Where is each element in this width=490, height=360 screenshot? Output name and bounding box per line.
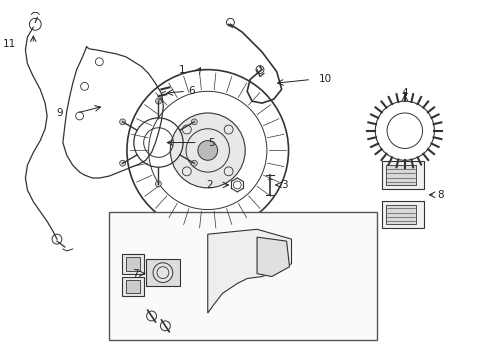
Circle shape (120, 119, 125, 125)
Bar (386, 165, 416, 185)
Circle shape (155, 181, 161, 187)
Circle shape (198, 140, 218, 160)
Circle shape (192, 119, 197, 125)
Text: 6: 6 (188, 86, 195, 96)
Bar (126, 257, 140, 271)
Text: 8: 8 (438, 190, 444, 200)
Bar (382, 201, 423, 228)
Text: 1: 1 (178, 65, 185, 75)
Bar (122, 276, 144, 296)
Bar (109, 212, 377, 339)
Circle shape (171, 113, 245, 188)
Circle shape (155, 98, 161, 104)
Circle shape (153, 263, 173, 283)
Bar (122, 254, 144, 274)
Polygon shape (257, 237, 290, 276)
Text: 7: 7 (132, 269, 139, 279)
Text: 9: 9 (56, 108, 63, 118)
Text: 11: 11 (2, 39, 16, 49)
Text: 2: 2 (206, 180, 213, 190)
Text: 4: 4 (401, 88, 408, 98)
Bar (146, 259, 180, 287)
Text: 3: 3 (282, 180, 288, 190)
Text: 5: 5 (208, 138, 214, 148)
Bar (382, 161, 423, 189)
Bar (126, 279, 140, 293)
Bar (386, 204, 416, 224)
Polygon shape (208, 229, 292, 313)
Circle shape (192, 160, 197, 166)
Circle shape (120, 160, 125, 166)
Text: 10: 10 (319, 75, 332, 85)
